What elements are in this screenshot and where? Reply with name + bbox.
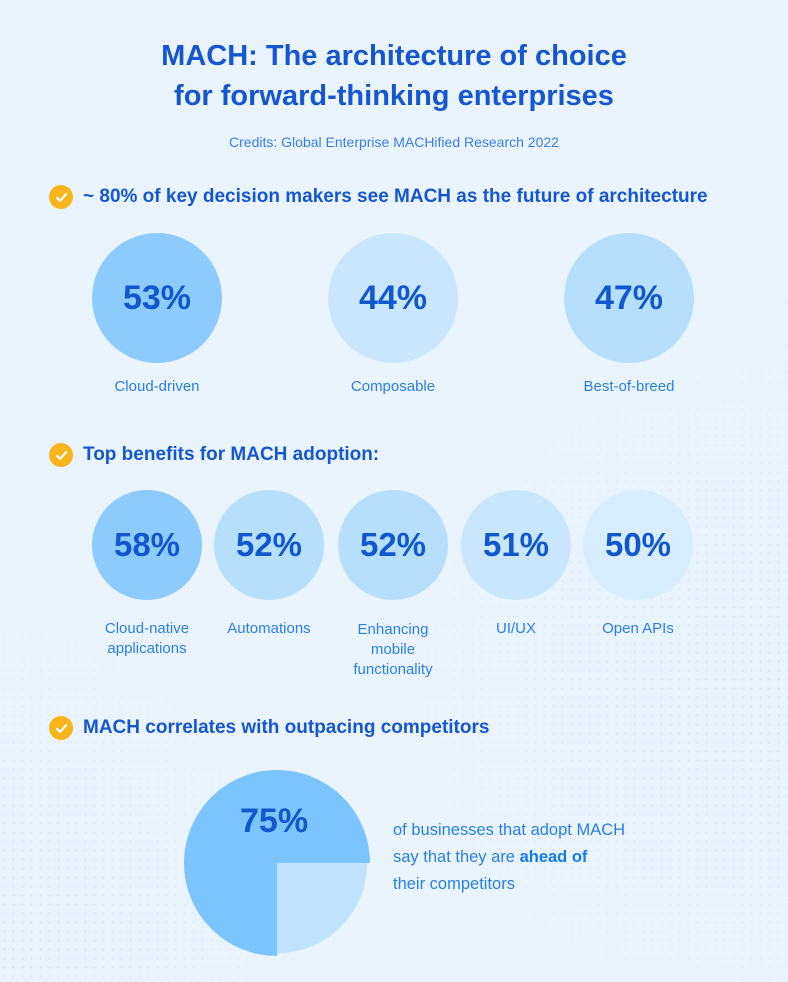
pie-description-highlight: ahead of [519, 848, 588, 866]
pie-slice-rest [277, 863, 368, 954]
title-line-1: MACH: The architecture of choice [161, 40, 627, 72]
label-automations: Automations [227, 620, 311, 637]
label-best-of-breed: Best-of-breed [583, 378, 675, 395]
section-title: ~ 80% of key decision makers see MACH as… [83, 186, 708, 207]
label-composable: Composable [350, 378, 436, 395]
label-open-apis: Open APIs [602, 620, 674, 637]
section-head-benefits: Top benefits for MACH adoption: [49, 443, 379, 467]
bubble-cloud-native: 58% [92, 490, 202, 600]
page-title: MACH: The architecture of choice for for… [0, 36, 788, 116]
bubble-mobile: 52% [338, 490, 448, 600]
section-head-future: ~ 80% of key decision makers see MACH as… [49, 185, 708, 209]
pie-description-line-1: of businesses that adopt MACH [393, 821, 626, 839]
check-icon [49, 716, 73, 740]
check-icon [49, 185, 73, 209]
pie-value-label: 75% [240, 802, 309, 840]
title-line-2: for forward-thinking enterprises [174, 80, 614, 112]
credits: Credits: Global Enterprise MACHified Res… [229, 134, 559, 150]
label-mobile: Enhancing mobile functionality [353, 621, 433, 678]
label-cloud-native: Cloud-native applications [104, 620, 190, 657]
pie-chart [184, 770, 370, 956]
bubble-open-apis: 50% [583, 490, 693, 600]
bubble-composable: 44% [328, 233, 458, 363]
section-head-competitors: MACH correlates with outpacing competito… [49, 716, 489, 740]
section-title: MACH correlates with outpacing competito… [83, 717, 490, 738]
bubble-cloud-driven: 53% [92, 233, 222, 363]
label-cloud-driven: Cloud-driven [114, 378, 200, 395]
bubble-automations: 52% [214, 490, 324, 600]
bubble-uiux: 51% [461, 490, 571, 600]
check-icon [49, 443, 73, 467]
section-title: Top benefits for MACH adoption: [83, 444, 380, 465]
pie-description-line-2: say that they are [393, 848, 520, 866]
bubble-best-of-breed: 47% [564, 233, 694, 363]
pie-description-line-3: their competitors [393, 875, 515, 893]
label-uiux: UI/UX [495, 620, 536, 637]
pie-description: of businesses that adopt MACH say that t… [393, 817, 625, 898]
